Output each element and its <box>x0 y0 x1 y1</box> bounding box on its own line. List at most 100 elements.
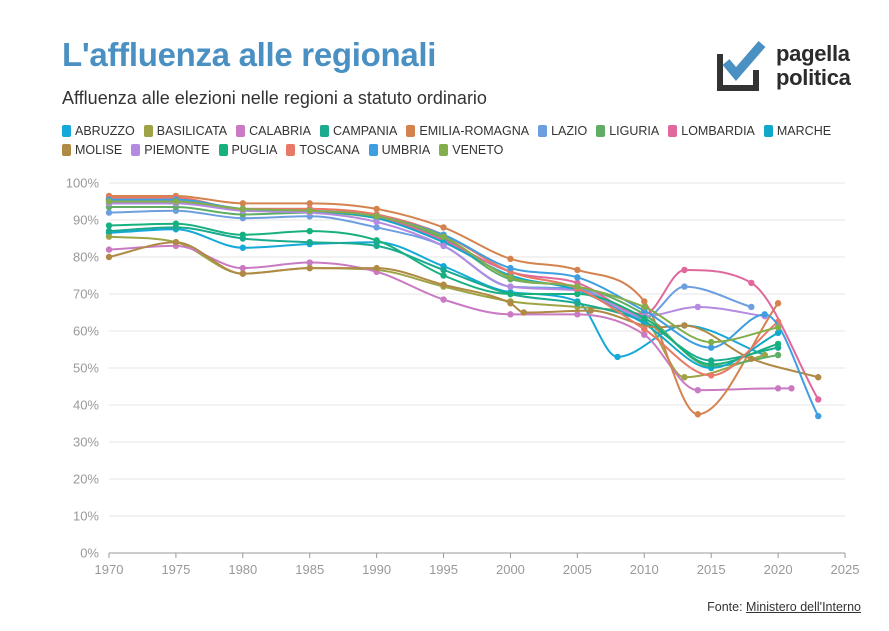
data-point-emilia-romagna <box>239 200 247 207</box>
x-tick-label: 1975 <box>161 562 190 577</box>
page-title: L'affluenza alle regionali <box>62 36 437 73</box>
data-point-calabria <box>507 311 514 318</box>
legend-item-abruzzo[interactable]: ABRUZZO <box>62 124 135 138</box>
data-point-puglia <box>574 290 581 298</box>
y-tick-label: 10% <box>73 509 99 524</box>
legend-label: MARCHE <box>776 123 832 138</box>
legend-label: PUGLIA <box>231 142 278 157</box>
legend-swatch <box>286 143 296 156</box>
legend-item-marche[interactable]: MARCHE <box>763 123 832 138</box>
data-point-puglia <box>774 340 782 348</box>
legend-label: ABRUZZO <box>75 123 135 138</box>
data-point-umbria <box>507 264 514 272</box>
data-point-lazio <box>681 283 688 290</box>
data-point-umbria <box>707 344 715 351</box>
legend-label: BASILICATA <box>156 123 228 138</box>
page-subtitle: Affluenza alle elezioni nelle regioni a … <box>62 88 487 108</box>
y-tick-label: 70% <box>73 287 99 302</box>
data-point-piemonte <box>507 283 514 290</box>
data-point-lazio <box>748 303 755 311</box>
data-point-calabria <box>774 385 782 392</box>
legend-swatch <box>406 124 416 137</box>
legend-item-basilicata[interactable]: BASILICATA <box>143 123 228 138</box>
data-point-veneto <box>774 324 782 331</box>
legend-swatch <box>143 124 153 137</box>
data-point-veneto <box>105 198 113 205</box>
data-point-puglia <box>105 222 113 229</box>
data-point-veneto <box>172 198 180 205</box>
data-point-puglia <box>373 237 380 244</box>
x-tick-label: 2010 <box>630 562 659 577</box>
data-point-calabria <box>694 387 701 394</box>
data-point-emilia-romagna <box>574 266 581 274</box>
legend-swatch <box>763 124 773 137</box>
data-point-piemonte <box>694 303 701 311</box>
data-point-molise <box>172 239 180 246</box>
data-point-molise <box>815 374 822 381</box>
legend-item-lombardia[interactable]: LOMBARDIA <box>668 124 755 138</box>
legend-item-emilia-romagna[interactable]: EMILIA-ROMAGNA <box>406 124 529 138</box>
data-point-molise <box>587 307 594 314</box>
logo-line-2: politica <box>776 65 851 90</box>
source-link[interactable]: Ministero dell'Interno <box>746 600 861 614</box>
data-point-molise <box>239 270 247 277</box>
data-point-calabria <box>239 264 247 272</box>
legend-item-puglia[interactable]: PUGLIA <box>218 142 278 157</box>
data-point-molise <box>520 309 528 316</box>
data-point-umbria <box>761 311 768 318</box>
data-point-emilia-romagna <box>507 255 514 263</box>
legend-item-piemonte[interactable]: PIEMONTE <box>131 143 210 157</box>
legend-item-veneto[interactable]: VENETO <box>439 143 503 157</box>
series-line-calabria <box>108 244 793 392</box>
data-point-campania <box>440 266 447 274</box>
data-point-liguria <box>774 351 782 359</box>
data-point-toscana <box>641 325 648 333</box>
data-point-lombardia <box>681 266 688 274</box>
legend-label: UMBRIA <box>381 142 431 157</box>
data-point-emilia-romagna <box>306 200 313 207</box>
legend-swatch <box>368 143 378 156</box>
legend-swatch <box>218 143 228 156</box>
legend-item-umbria[interactable]: UMBRIA <box>368 142 431 157</box>
x-tick-label: 1985 <box>295 562 324 577</box>
data-point-veneto <box>707 338 715 346</box>
data-point-marche <box>774 329 782 337</box>
data-point-veneto <box>373 213 380 220</box>
legend-item-lazio[interactable]: LAZIO <box>538 124 587 138</box>
data-point-molise <box>507 300 514 307</box>
y-tick-label: 20% <box>73 472 99 487</box>
legend-label: LIGURIA <box>609 123 660 138</box>
data-point-lombardia <box>815 396 822 403</box>
data-point-basilicata <box>681 374 688 381</box>
chart-legend: ABRUZZO BASILICATA CALABRIA CAMPANIA EMILIA-… <box>62 123 862 161</box>
legend-swatch <box>439 143 449 156</box>
data-point-puglia <box>172 220 180 227</box>
data-point-emilia-romagna <box>373 205 380 213</box>
legend-swatch <box>538 124 548 137</box>
legend-swatch <box>596 124 606 137</box>
legend-label: TOSCANA <box>299 142 360 157</box>
data-point-molise <box>306 264 313 272</box>
legend-item-liguria[interactable]: LIGURIA <box>596 124 659 138</box>
legend-label: LOMBARDIA <box>681 123 755 138</box>
logo-wordmark: pagella politica <box>776 42 851 90</box>
y-tick-label: 60% <box>73 324 99 339</box>
data-point-toscana <box>707 372 715 379</box>
legend-item-calabria[interactable]: CALABRIA <box>236 124 311 138</box>
data-point-emilia-romagna <box>641 298 648 305</box>
legend-label: VENETO <box>452 142 504 157</box>
legend-item-molise[interactable]: MOLISE <box>62 143 122 157</box>
source-note: Fonte: Ministero dell'Interno <box>707 600 861 614</box>
legend-swatch <box>62 124 71 137</box>
data-point-abruzzo <box>614 353 621 361</box>
legend-item-toscana[interactable]: TOSCANA <box>286 142 360 157</box>
data-point-emilia-romagna <box>694 411 701 418</box>
data-point-campania <box>306 239 313 246</box>
data-point-veneto <box>574 283 581 290</box>
legend-row: ABRUZZO BASILICATA CALABRIA CAMPANIA EMILIA-… <box>62 123 862 138</box>
legend-item-campania[interactable]: CAMPANIA <box>319 124 397 138</box>
legend-swatch <box>319 124 329 137</box>
data-point-puglia <box>440 272 447 279</box>
turnout-line-chart: 0% 10% 20% 30% 40% 50% 60% 70% 80% 90% 100% 1970 197… <box>66 176 860 578</box>
data-point-molise <box>440 281 447 288</box>
